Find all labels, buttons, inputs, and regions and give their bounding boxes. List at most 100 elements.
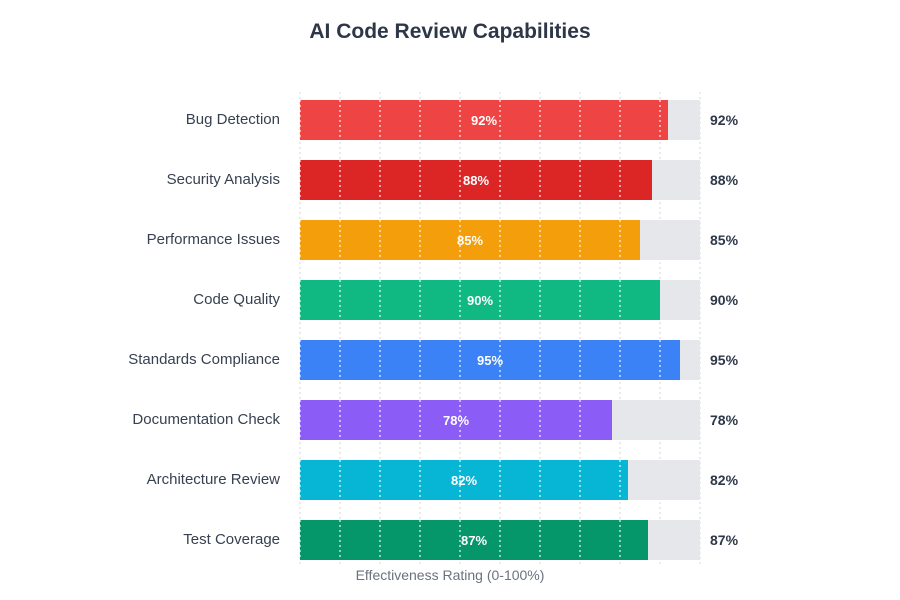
grid-line <box>299 92 301 564</box>
category-label: Code Quality <box>193 291 280 308</box>
bar-grid-line <box>339 160 341 200</box>
bar-grid-line <box>539 280 541 320</box>
bar-grid-line <box>299 460 301 500</box>
plot-gridlines <box>299 92 701 564</box>
bar-grid-line <box>419 340 421 380</box>
bar-grid-line <box>459 400 461 440</box>
grid-line <box>619 92 621 564</box>
bar-grid-line <box>339 340 341 380</box>
value-label: 78% <box>710 412 739 428</box>
bar-grid-line <box>419 460 421 500</box>
category-label: Documentation Check <box>132 411 280 428</box>
bar-grid-line <box>579 100 581 140</box>
bar-grid-line <box>379 340 381 380</box>
bar-fill: 82% <box>299 460 628 500</box>
bar-fill: 92% <box>299 100 668 140</box>
category-label: Standards Compliance <box>128 351 280 368</box>
bar-grid-line <box>419 280 421 320</box>
value-label: 88% <box>710 172 739 188</box>
bar-grid-line <box>459 100 461 140</box>
category-label: Bug Detection <box>185 111 280 128</box>
grid-line <box>539 92 541 564</box>
bar-grid-line <box>619 460 621 500</box>
bar-fill: 87% <box>299 520 648 560</box>
bar-grid-line <box>499 100 501 140</box>
bar-fill: 95% <box>299 340 680 380</box>
bar-grid-line <box>299 340 301 380</box>
bar-grid-line <box>299 400 301 440</box>
bar-grid-line <box>499 520 501 560</box>
bar-grid-line <box>379 280 381 320</box>
bar-grid-line <box>459 520 461 560</box>
grid-line <box>499 92 501 564</box>
category-label: Test Coverage <box>183 531 280 548</box>
bar-grid-line <box>299 100 301 140</box>
bar-row: Performance Issues 85% 85% <box>0 220 900 260</box>
grid-line <box>459 92 461 564</box>
bar-grid-line <box>619 340 621 380</box>
bar-track: 92% <box>299 100 700 140</box>
x-axis-label: Effectiveness Rating (0-100%) <box>355 567 545 583</box>
bar-track: 87% <box>299 520 700 560</box>
bar-value-label: 87% <box>460 532 488 548</box>
bar-row: Test Coverage 87% 87% <box>0 520 900 560</box>
bar-grid-line <box>579 400 581 440</box>
bar-grid-line <box>339 520 341 560</box>
bar-row: Documentation Check 78% 78% <box>0 400 900 440</box>
bar-grid-line <box>579 280 581 320</box>
bar-grid-line <box>459 220 461 260</box>
bar-grid-line <box>539 100 541 140</box>
bar-grid-line <box>579 160 581 200</box>
bar-grid-line <box>619 220 621 260</box>
bar-value-label: 82% <box>450 472 478 488</box>
bar-track: 88% <box>299 160 700 200</box>
bar-grid-line <box>499 160 501 200</box>
grid-line <box>379 92 381 564</box>
bar-grid-line <box>539 520 541 560</box>
bar-fill: 78% <box>299 400 612 440</box>
bar-grid-line <box>419 160 421 200</box>
grid-line <box>579 92 581 564</box>
bar-row: Security Analysis 88% 88% <box>0 160 900 200</box>
bar-grid-line <box>379 220 381 260</box>
bar-grid-line <box>619 160 621 200</box>
bar-track: 78% <box>299 400 700 440</box>
value-label: 85% <box>710 232 739 248</box>
category-label: Security Analysis <box>166 171 280 188</box>
grid-line <box>419 92 421 564</box>
value-label: 92% <box>710 112 739 128</box>
bar-grid-line <box>299 160 301 200</box>
bar-grid-line <box>419 520 421 560</box>
bar-grid-line <box>659 340 661 380</box>
chart-title: AI Code Review Capabilities <box>309 20 591 43</box>
bar-grid-line <box>499 460 501 500</box>
bar-grid-line <box>459 280 461 320</box>
bar-grid-line <box>299 280 301 320</box>
bar-value-label: 88% <box>462 172 490 188</box>
bar-grid-line <box>619 280 621 320</box>
bar-row: Architecture Review 82% 82% <box>0 460 900 500</box>
bar-grid-line <box>379 160 381 200</box>
bar-value-label: 78% <box>442 412 470 428</box>
value-label: 90% <box>710 292 739 308</box>
bar-grid-line <box>419 100 421 140</box>
bar-grid-line <box>619 100 621 140</box>
bar-grid-line <box>539 460 541 500</box>
bar-value-label: 95% <box>476 352 504 368</box>
bar-grid-line <box>299 220 301 260</box>
bar-grid-line <box>459 160 461 200</box>
bar-fill: 85% <box>299 220 640 260</box>
bar-row: Code Quality 90% 90% <box>0 280 900 320</box>
category-label: Architecture Review <box>146 471 280 488</box>
category-label: Performance Issues <box>146 231 280 248</box>
bar-grid-line <box>379 400 381 440</box>
bar-grid-line <box>499 400 501 440</box>
bar-grid-line <box>419 220 421 260</box>
bar-value-label: 90% <box>466 292 494 308</box>
bar-track: 82% <box>299 460 700 500</box>
bar-grid-line <box>539 220 541 260</box>
bar-track: 95% <box>299 340 700 380</box>
bar-grid-line <box>659 100 661 140</box>
bar-fill: 90% <box>299 280 660 320</box>
